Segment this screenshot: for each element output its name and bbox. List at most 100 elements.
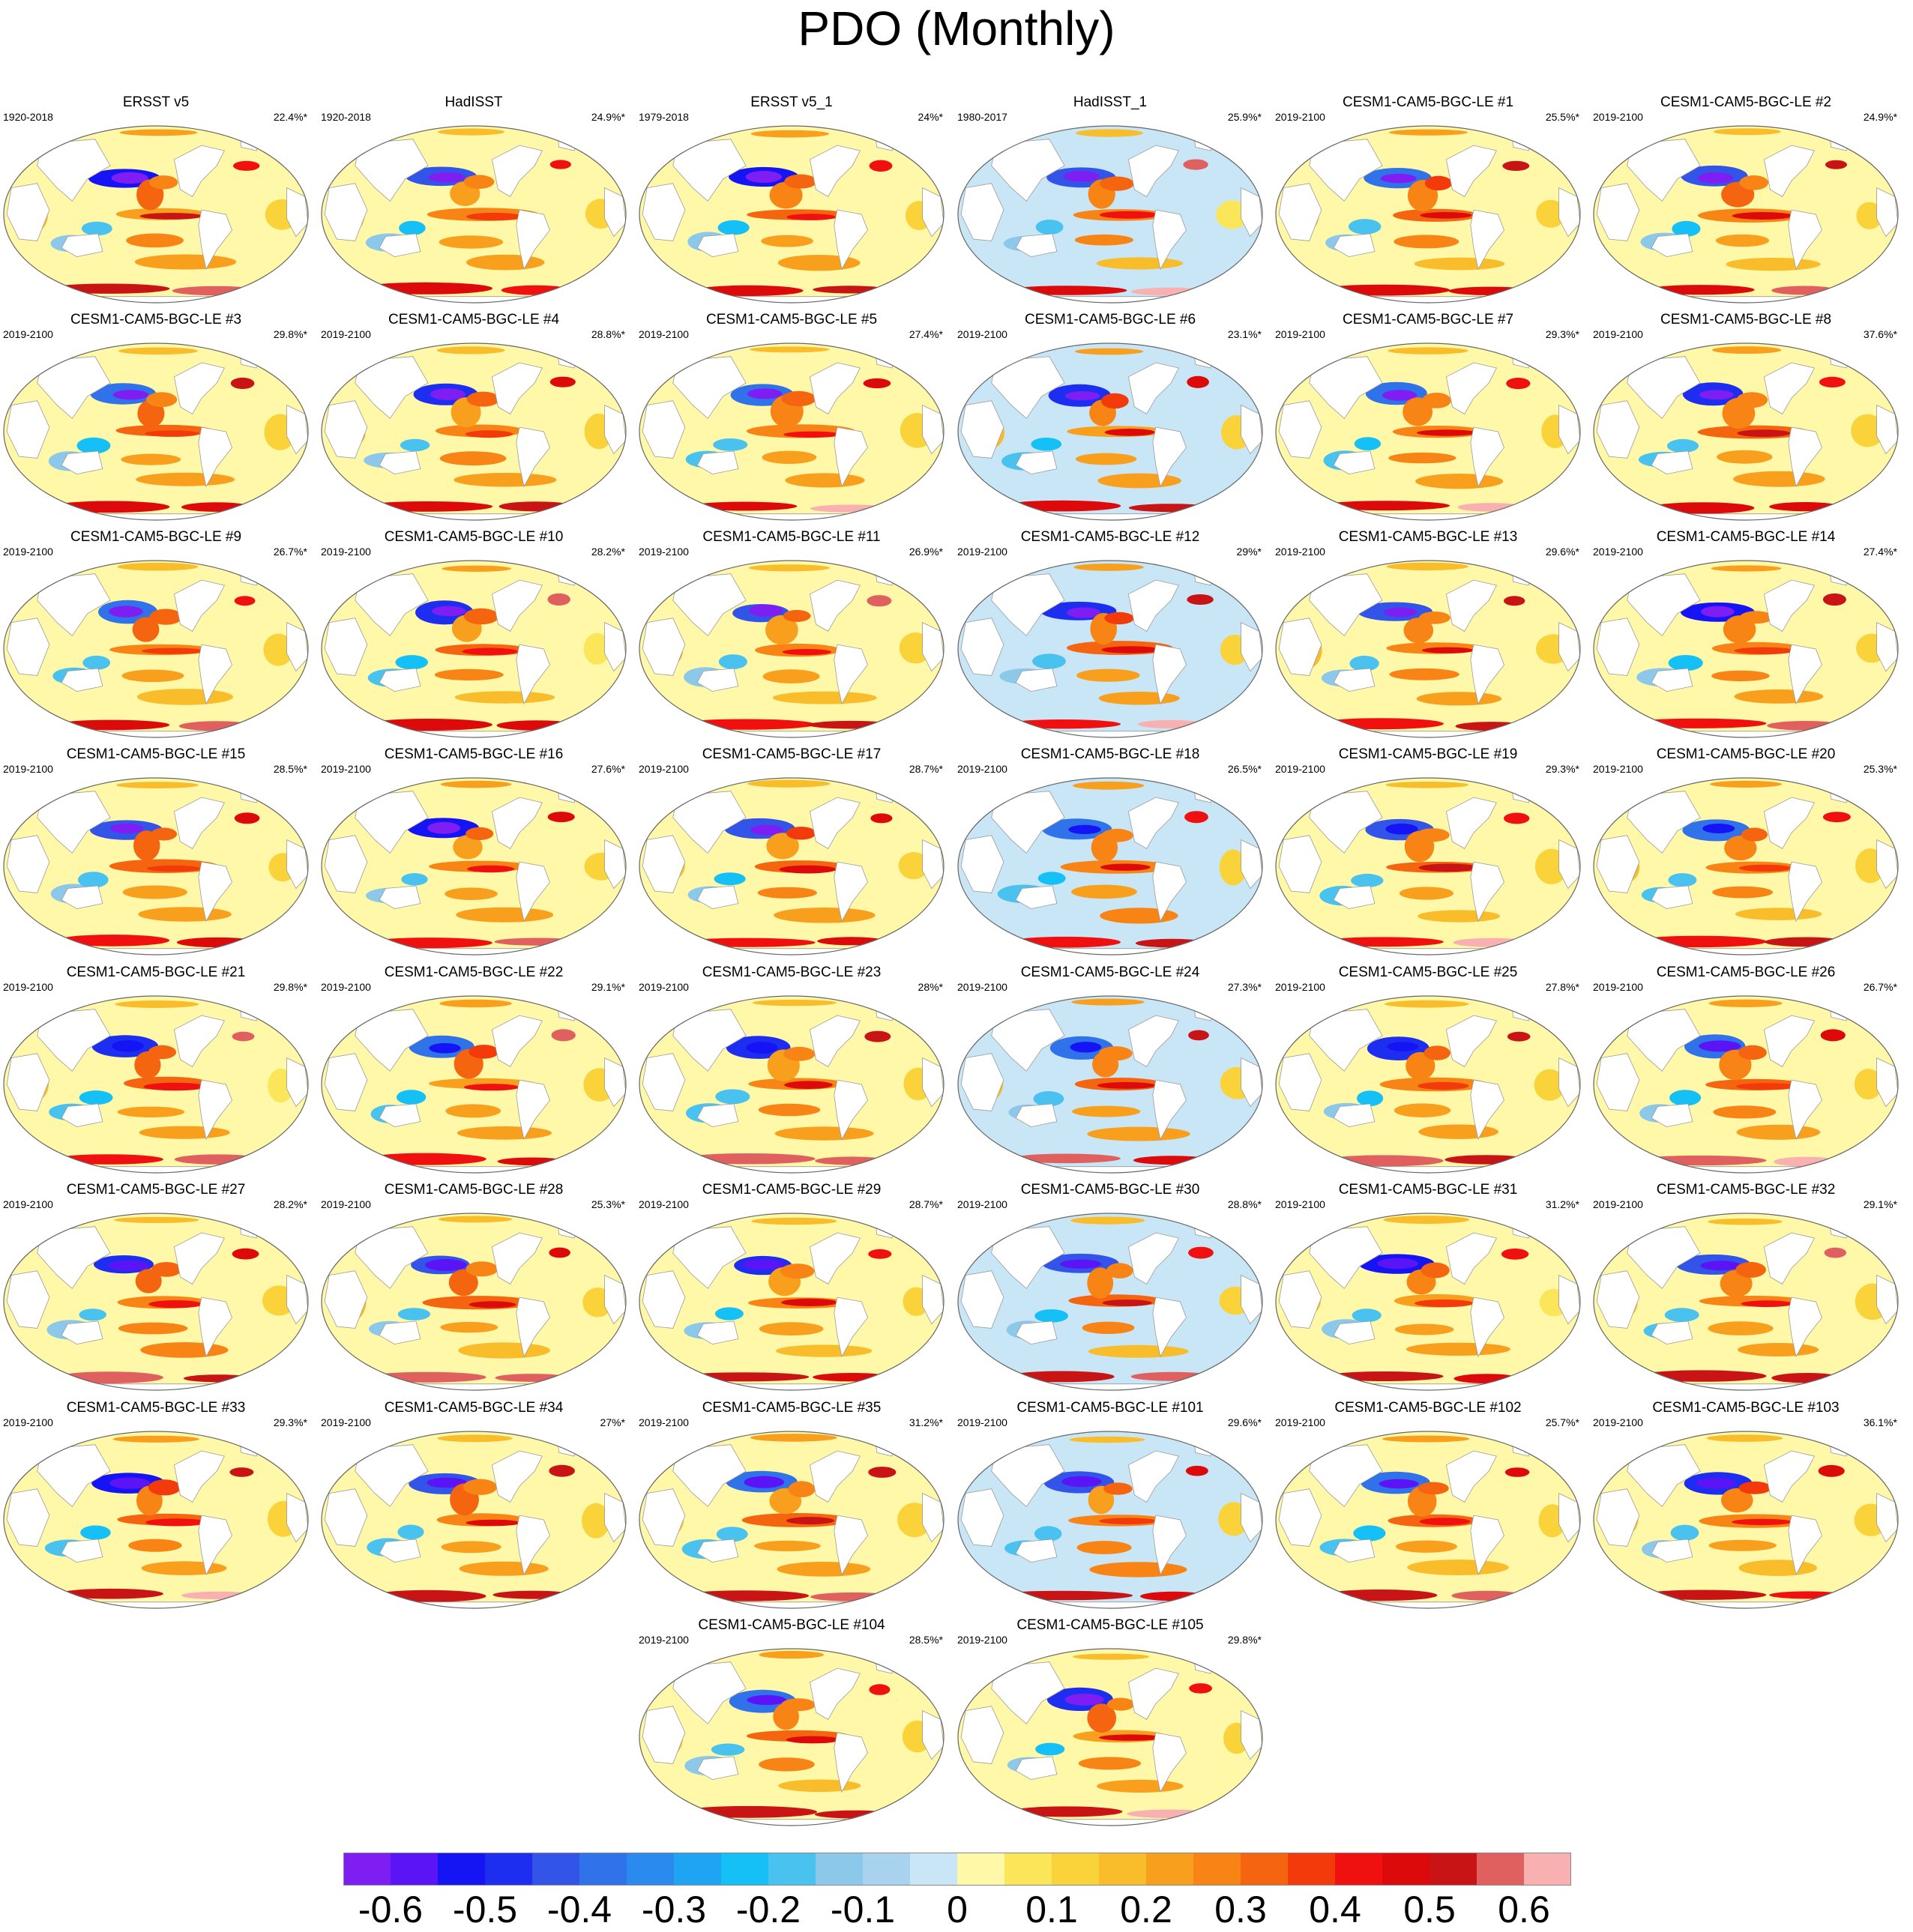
landmass [1333, 1103, 1376, 1128]
regression-anomaly [1712, 886, 1773, 899]
regression-anomaly [1699, 390, 1734, 400]
panel-period: 2019-2100 [1593, 328, 1643, 340]
landmass [960, 1488, 1004, 1547]
landmass [1309, 791, 1383, 854]
panel-variance-explained: 29.6%* [1227, 1416, 1262, 1428]
panel-period: 2019-2100 [957, 1416, 1007, 1428]
landmass [1876, 404, 1898, 455]
regression-anomaly [716, 1527, 748, 1542]
regression-anomaly [1734, 689, 1824, 704]
panel-title: CESM1-CAM5-BGC-LE #28 [384, 1182, 564, 1198]
regression-anomaly [1076, 668, 1140, 682]
regression-anomaly [1380, 173, 1417, 184]
regression-anomaly [1421, 393, 1451, 408]
map-panel: CESM1-CAM5-BGC-LE #32 2019-2100 29.1%* [1591, 1182, 1900, 1393]
map-outline [957, 1431, 1263, 1609]
regression-anomaly [181, 1591, 257, 1600]
landmass [1015, 885, 1058, 910]
colorbar-labels: -0.6 -0.5 -0.4 -0.3 -0.2 -0.1 0 0.1 0.2 0.3 0.4 0.5… [343, 1889, 1571, 1932]
panel-title: CESM1-CAM5-BGC-LE #13 [1338, 529, 1518, 545]
regression-map [639, 1431, 945, 1609]
regression-anomaly [1419, 1518, 1471, 1526]
landmass [379, 1320, 421, 1345]
regression-anomaly [1504, 812, 1530, 824]
landmass [1558, 187, 1580, 238]
map-outline [1275, 1431, 1581, 1609]
landmass [1015, 233, 1058, 258]
landmass [1876, 1274, 1898, 1325]
map-outline [1593, 342, 1899, 521]
panel-title: CESM1-CAM5-BGC-LE #102 [1334, 1400, 1522, 1416]
map-panel: CESM1-CAM5-BGC-LE #29 2019-2100 28.7%* [637, 1182, 946, 1393]
panel-title: CESM1-CAM5-BGC-LE #16 [384, 746, 564, 762]
landmass [809, 1667, 861, 1720]
regression-anomaly [808, 720, 894, 729]
panel-period: 2019-2100 [957, 981, 1007, 993]
panel-period: 2019-2100 [957, 1634, 1007, 1646]
panel-period: 1980-2017 [957, 111, 1007, 123]
landmass [1470, 644, 1504, 705]
regression-anomaly [1100, 863, 1151, 871]
panel-title: CESM1-CAM5-BGC-LE #17 [702, 746, 882, 762]
landmass [1470, 426, 1504, 488]
regression-anomaly [675, 719, 816, 730]
landmass [1445, 1232, 1497, 1285]
map-outline [957, 1213, 1263, 1391]
regression-anomaly [448, 1269, 478, 1296]
regression-anomaly [1317, 284, 1450, 296]
landmass [1763, 1450, 1815, 1503]
regression-anomaly [361, 501, 493, 512]
panel-period: 2019-2100 [639, 1416, 689, 1428]
panel-variance-explained: 25.7%* [1545, 1416, 1579, 1428]
panel-period: 2019-2100 [1275, 111, 1325, 123]
colorbar-swatch [674, 1853, 722, 1886]
panel-title: CESM1-CAM5-BGC-LE #104 [698, 1617, 885, 1633]
regression-anomaly [774, 1126, 874, 1141]
map-panel: CESM1-CAM5-BGC-LE #25 2019-2100 27.8%* [1274, 965, 1582, 1176]
regression-anomaly [1448, 286, 1532, 295]
regression-map [3, 1431, 309, 1609]
map-outline [957, 560, 1263, 738]
map-panel: CESM1-CAM5-BGC-LE #2 2019-2100 24.9%* [1591, 94, 1900, 306]
panel-title: CESM1-CAM5-BGC-LE #21 [66, 965, 246, 980]
regression-anomaly [776, 1344, 873, 1357]
landmass [1152, 1515, 1187, 1576]
colorbar-swatch [816, 1853, 864, 1886]
landmass [642, 183, 686, 241]
regression-anomaly [863, 378, 891, 389]
panel-variance-explained: 28.8%* [591, 328, 625, 340]
regression-anomaly [1009, 1806, 1123, 1817]
regression-anomaly [1712, 346, 1782, 354]
regression-anomaly [148, 1479, 181, 1496]
landmass [809, 797, 861, 849]
regression-anomaly [1418, 863, 1478, 872]
regression-anomaly [1008, 1371, 1115, 1383]
regression-anomaly [1098, 691, 1180, 705]
landmass [1651, 233, 1693, 258]
regression-anomaly [1069, 1436, 1145, 1443]
regression-anomaly [1073, 564, 1144, 571]
regression-anomaly [1377, 1258, 1418, 1270]
regression-anomaly [498, 501, 574, 512]
regression-anomaly [1822, 593, 1846, 606]
landmass [286, 1274, 308, 1325]
regression-anomaly [148, 175, 178, 190]
regression-anomaly [1424, 1045, 1450, 1060]
regression-anomaly [1097, 1081, 1156, 1089]
panel-period: 2019-2100 [1593, 763, 1643, 775]
panel-variance-explained: 36.1%* [1863, 1416, 1897, 1428]
landmass [604, 1274, 626, 1325]
landmass [516, 861, 550, 923]
landmass [198, 644, 232, 705]
regression-anomaly [1008, 936, 1121, 948]
regression-anomaly [582, 1503, 610, 1539]
regression-anomaly [445, 1104, 501, 1118]
landmass [1558, 1274, 1580, 1325]
regression-anomaly [466, 827, 494, 840]
regression-anomaly [898, 852, 930, 880]
panel-period: 2019-2100 [1275, 546, 1325, 558]
regression-anomaly [151, 1262, 182, 1277]
regression-anomaly [1073, 781, 1145, 790]
colorbar-swatch [1052, 1853, 1100, 1886]
landmass [1127, 579, 1179, 632]
